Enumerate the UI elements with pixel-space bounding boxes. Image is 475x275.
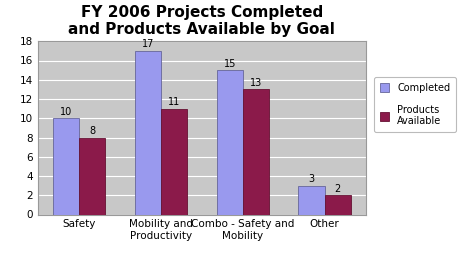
Bar (298, 186, 324, 214)
Bar (135, 51, 161, 214)
Text: 2: 2 (334, 184, 341, 194)
Bar (53, 118, 79, 214)
Text: 10: 10 (60, 107, 72, 117)
Bar (161, 109, 187, 214)
Bar (324, 195, 351, 215)
Bar (243, 89, 269, 214)
Legend: Completed, Products
Available: Completed, Products Available (374, 77, 456, 132)
Text: 13: 13 (250, 78, 262, 88)
Text: 3: 3 (308, 174, 314, 184)
Bar (217, 70, 243, 214)
Bar (79, 138, 105, 214)
Text: 8: 8 (89, 126, 95, 136)
Text: 11: 11 (168, 97, 180, 107)
Title: FY 2006 Projects Completed
and Products Available by Goal: FY 2006 Projects Completed and Products … (68, 5, 335, 37)
Text: 15: 15 (224, 59, 236, 69)
Text: 17: 17 (142, 39, 154, 50)
